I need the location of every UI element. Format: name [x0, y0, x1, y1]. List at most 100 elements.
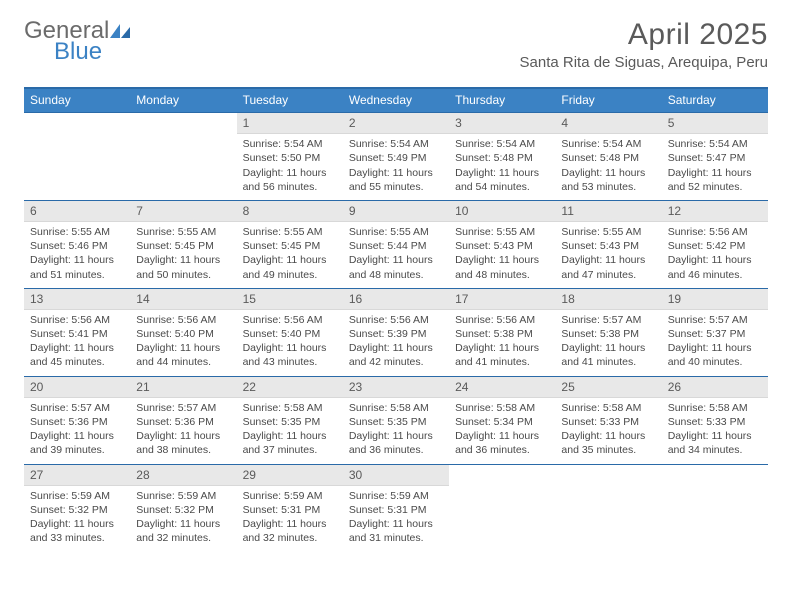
- day-cell: 3Sunrise: 5:54 AMSunset: 5:48 PMDaylight…: [449, 113, 555, 200]
- week-row: 20Sunrise: 5:57 AMSunset: 5:36 PMDayligh…: [24, 376, 768, 464]
- sunrise-text: Sunrise: 5:57 AM: [668, 313, 762, 327]
- day-cell: 28Sunrise: 5:59 AMSunset: 5:32 PMDayligh…: [130, 465, 236, 552]
- day-number: 19: [662, 289, 768, 310]
- day-header: Saturday: [662, 89, 768, 112]
- sunset-text: Sunset: 5:40 PM: [243, 327, 337, 341]
- daylight-text: Daylight: 11 hours and 48 minutes.: [349, 253, 443, 281]
- day-body: Sunrise: 5:59 AMSunset: 5:32 PMDaylight:…: [130, 486, 236, 552]
- week-row: 13Sunrise: 5:56 AMSunset: 5:41 PMDayligh…: [24, 288, 768, 376]
- day-body: Sunrise: 5:55 AMSunset: 5:46 PMDaylight:…: [24, 222, 130, 288]
- day-number: 16: [343, 289, 449, 310]
- sunset-text: Sunset: 5:39 PM: [349, 327, 443, 341]
- day-number: 2: [343, 113, 449, 134]
- sunrise-text: Sunrise: 5:59 AM: [30, 489, 124, 503]
- sunrise-text: Sunrise: 5:59 AM: [243, 489, 337, 503]
- daylight-text: Daylight: 11 hours and 31 minutes.: [349, 517, 443, 545]
- day-cell: 27Sunrise: 5:59 AMSunset: 5:32 PMDayligh…: [24, 465, 130, 552]
- day-number: 14: [130, 289, 236, 310]
- day-number: 4: [555, 113, 661, 134]
- day-number: 6: [24, 201, 130, 222]
- day-number: 27: [24, 465, 130, 486]
- daylight-text: Daylight: 11 hours and 37 minutes.: [243, 429, 337, 457]
- day-body: Sunrise: 5:56 AMSunset: 5:38 PMDaylight:…: [449, 310, 555, 376]
- day-cell: 10Sunrise: 5:55 AMSunset: 5:43 PMDayligh…: [449, 201, 555, 288]
- sunrise-text: Sunrise: 5:54 AM: [561, 137, 655, 151]
- day-number: 18: [555, 289, 661, 310]
- daylight-text: Daylight: 11 hours and 38 minutes.: [136, 429, 230, 457]
- day-cell: 22Sunrise: 5:58 AMSunset: 5:35 PMDayligh…: [237, 377, 343, 464]
- sunset-text: Sunset: 5:45 PM: [136, 239, 230, 253]
- sunrise-text: Sunrise: 5:56 AM: [30, 313, 124, 327]
- sunset-text: Sunset: 5:34 PM: [455, 415, 549, 429]
- day-header: Monday: [130, 89, 236, 112]
- sunrise-text: Sunrise: 5:57 AM: [30, 401, 124, 415]
- day-number: 5: [662, 113, 768, 134]
- day-number: 7: [130, 201, 236, 222]
- day-body: Sunrise: 5:55 AMSunset: 5:43 PMDaylight:…: [449, 222, 555, 288]
- sunset-text: Sunset: 5:48 PM: [455, 151, 549, 165]
- day-cell: 1Sunrise: 5:54 AMSunset: 5:50 PMDaylight…: [237, 113, 343, 200]
- daylight-text: Daylight: 11 hours and 36 minutes.: [349, 429, 443, 457]
- sunset-text: Sunset: 5:32 PM: [136, 503, 230, 517]
- sunrise-text: Sunrise: 5:58 AM: [349, 401, 443, 415]
- day-cell: 17Sunrise: 5:56 AMSunset: 5:38 PMDayligh…: [449, 289, 555, 376]
- day-body: Sunrise: 5:56 AMSunset: 5:40 PMDaylight:…: [237, 310, 343, 376]
- day-cell: 29Sunrise: 5:59 AMSunset: 5:31 PMDayligh…: [237, 465, 343, 552]
- sunrise-text: Sunrise: 5:56 AM: [668, 225, 762, 239]
- sunset-text: Sunset: 5:36 PM: [136, 415, 230, 429]
- day-number: 15: [237, 289, 343, 310]
- day-body: Sunrise: 5:54 AMSunset: 5:48 PMDaylight:…: [555, 134, 661, 200]
- location-subtitle: Santa Rita de Siguas, Arequipa, Peru: [520, 54, 769, 71]
- daylight-text: Daylight: 11 hours and 32 minutes.: [136, 517, 230, 545]
- day-cell: [662, 465, 768, 552]
- sunrise-text: Sunrise: 5:56 AM: [349, 313, 443, 327]
- day-number: 1: [237, 113, 343, 134]
- sunset-text: Sunset: 5:42 PM: [668, 239, 762, 253]
- day-number: 3: [449, 113, 555, 134]
- daylight-text: Daylight: 11 hours and 53 minutes.: [561, 166, 655, 194]
- day-number: 24: [449, 377, 555, 398]
- daylight-text: Daylight: 11 hours and 56 minutes.: [243, 166, 337, 194]
- sunset-text: Sunset: 5:35 PM: [243, 415, 337, 429]
- week-row: 1Sunrise: 5:54 AMSunset: 5:50 PMDaylight…: [24, 112, 768, 200]
- daylight-text: Daylight: 11 hours and 52 minutes.: [668, 166, 762, 194]
- day-body: Sunrise: 5:54 AMSunset: 5:48 PMDaylight:…: [449, 134, 555, 200]
- day-body: Sunrise: 5:59 AMSunset: 5:32 PMDaylight:…: [24, 486, 130, 552]
- day-number: 25: [555, 377, 661, 398]
- day-cell: 16Sunrise: 5:56 AMSunset: 5:39 PMDayligh…: [343, 289, 449, 376]
- sunrise-text: Sunrise: 5:54 AM: [349, 137, 443, 151]
- sunset-text: Sunset: 5:43 PM: [561, 239, 655, 253]
- sunset-text: Sunset: 5:44 PM: [349, 239, 443, 253]
- sunrise-text: Sunrise: 5:55 AM: [136, 225, 230, 239]
- daylight-text: Daylight: 11 hours and 44 minutes.: [136, 341, 230, 369]
- daylight-text: Daylight: 11 hours and 49 minutes.: [243, 253, 337, 281]
- week-row: 6Sunrise: 5:55 AMSunset: 5:46 PMDaylight…: [24, 200, 768, 288]
- day-number: 12: [662, 201, 768, 222]
- daylight-text: Daylight: 11 hours and 41 minutes.: [561, 341, 655, 369]
- day-number: 22: [237, 377, 343, 398]
- logo-sail-icon: [110, 24, 132, 38]
- day-body: Sunrise: 5:55 AMSunset: 5:43 PMDaylight:…: [555, 222, 661, 288]
- sunrise-text: Sunrise: 5:57 AM: [561, 313, 655, 327]
- day-number: 10: [449, 201, 555, 222]
- daylight-text: Daylight: 11 hours and 40 minutes.: [668, 341, 762, 369]
- day-cell: 20Sunrise: 5:57 AMSunset: 5:36 PMDayligh…: [24, 377, 130, 464]
- title-block: April 2025 Santa Rita de Siguas, Arequip…: [520, 18, 769, 71]
- day-cell: 24Sunrise: 5:58 AMSunset: 5:34 PMDayligh…: [449, 377, 555, 464]
- daylight-text: Daylight: 11 hours and 32 minutes.: [243, 517, 337, 545]
- day-body: Sunrise: 5:56 AMSunset: 5:40 PMDaylight:…: [130, 310, 236, 376]
- day-cell: 2Sunrise: 5:54 AMSunset: 5:49 PMDaylight…: [343, 113, 449, 200]
- day-cell: 23Sunrise: 5:58 AMSunset: 5:35 PMDayligh…: [343, 377, 449, 464]
- sunset-text: Sunset: 5:32 PM: [30, 503, 124, 517]
- day-body: Sunrise: 5:59 AMSunset: 5:31 PMDaylight:…: [343, 486, 449, 552]
- daylight-text: Daylight: 11 hours and 34 minutes.: [668, 429, 762, 457]
- daylight-text: Daylight: 11 hours and 43 minutes.: [243, 341, 337, 369]
- day-body: Sunrise: 5:58 AMSunset: 5:33 PMDaylight:…: [662, 398, 768, 464]
- sunset-text: Sunset: 5:50 PM: [243, 151, 337, 165]
- day-cell: [555, 465, 661, 552]
- day-number: 20: [24, 377, 130, 398]
- day-body: Sunrise: 5:58 AMSunset: 5:35 PMDaylight:…: [237, 398, 343, 464]
- daylight-text: Daylight: 11 hours and 35 minutes.: [561, 429, 655, 457]
- day-header: Sunday: [24, 89, 130, 112]
- day-header: Thursday: [449, 89, 555, 112]
